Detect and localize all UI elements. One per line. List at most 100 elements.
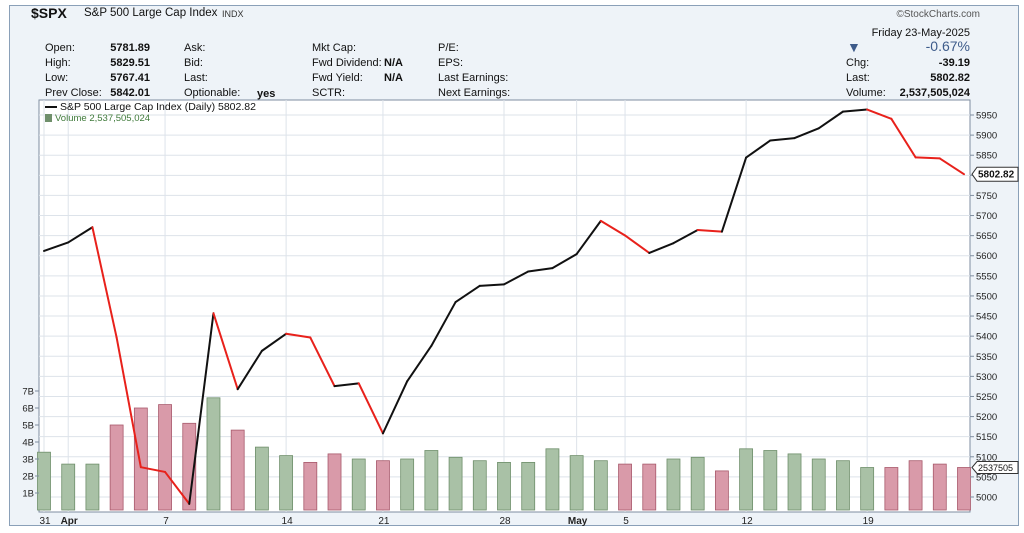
x-tick-label: 5 bbox=[623, 516, 629, 527]
price-segment bbox=[890, 117, 917, 159]
bid-label: Bid: bbox=[184, 57, 203, 69]
volume-bar bbox=[109, 424, 124, 511]
y-tick-label: 5600 bbox=[976, 251, 997, 262]
open-label: Open: bbox=[45, 42, 75, 54]
price-segment bbox=[599, 219, 627, 237]
last-volume-marker bbox=[971, 461, 1019, 474]
price-segment bbox=[236, 349, 263, 391]
price-segment bbox=[91, 226, 118, 339]
price-segment bbox=[551, 253, 578, 270]
optionable-value: yes bbox=[257, 88, 276, 100]
price-segment bbox=[769, 137, 796, 142]
y-tick-label: 5400 bbox=[976, 332, 997, 343]
price-segment bbox=[527, 267, 554, 273]
low-value: 5767.41 bbox=[110, 72, 150, 84]
y-tick-label: 5850 bbox=[976, 151, 997, 162]
volume-bar bbox=[85, 463, 100, 511]
volume-bar bbox=[182, 422, 197, 511]
x-tick-label: 21 bbox=[378, 516, 390, 527]
x-tick-label: 19 bbox=[863, 516, 875, 527]
price-segment bbox=[164, 470, 191, 505]
x-tick-label: 28 bbox=[499, 516, 511, 527]
x-tick-label: 7 bbox=[163, 516, 169, 527]
y-tick-label: 5200 bbox=[976, 412, 997, 423]
prevclose-value: 5842.01 bbox=[110, 87, 150, 99]
x-tick-label: 12 bbox=[742, 516, 754, 527]
volume-tick-label: 1B bbox=[22, 489, 34, 500]
volume-bar bbox=[303, 461, 318, 511]
volume-label: Volume: bbox=[846, 87, 886, 99]
exchange: INDX bbox=[222, 9, 244, 19]
y-tick-label: 5250 bbox=[976, 392, 997, 403]
volume-tick-label: 5B bbox=[22, 421, 34, 432]
price-segment bbox=[624, 234, 651, 254]
x-tick-label: 31 bbox=[39, 516, 51, 527]
volume-value: 2,537,505,024 bbox=[899, 87, 970, 99]
y-tick-label: 5500 bbox=[976, 291, 997, 302]
open-value: 5781.89 bbox=[110, 42, 150, 54]
price-segment bbox=[866, 108, 893, 120]
price-segment bbox=[478, 283, 505, 287]
y-tick-label: 5650 bbox=[976, 231, 997, 242]
price-segment bbox=[309, 336, 336, 388]
change-percent: -0.67% bbox=[925, 38, 970, 54]
symbol-name: S&P 500 Large Cap Index bbox=[84, 7, 218, 19]
volume-bar bbox=[497, 461, 511, 511]
price-segment bbox=[793, 127, 820, 140]
chg-value: -39.19 bbox=[938, 57, 970, 69]
volume-bar bbox=[133, 407, 148, 511]
last-label: Last: bbox=[184, 72, 208, 84]
fwdyield-label: Fwd Yield: bbox=[312, 72, 363, 84]
volume-bar bbox=[957, 467, 971, 511]
volume-tick-label: 2B bbox=[22, 472, 34, 483]
y-tick-label: 5300 bbox=[976, 372, 997, 383]
volume-bar bbox=[932, 463, 947, 511]
volume-tick-label: 6B bbox=[22, 404, 34, 415]
price-legend-swatch bbox=[45, 106, 57, 109]
last-value: 5802.82 bbox=[930, 72, 970, 84]
volume-bar bbox=[472, 460, 487, 511]
volume-bar bbox=[763, 450, 778, 511]
y-tick-label: 5000 bbox=[976, 493, 997, 504]
volume-bar bbox=[569, 455, 584, 511]
volume-bar bbox=[37, 451, 51, 511]
price-segment bbox=[696, 229, 723, 233]
price-segment bbox=[648, 242, 675, 254]
volume-bar bbox=[327, 453, 342, 511]
price-segment bbox=[938, 157, 965, 176]
volume-bar bbox=[448, 456, 463, 511]
pe-label: P/E: bbox=[438, 42, 459, 54]
volume-bar bbox=[836, 460, 850, 511]
brand-logo[interactable]: ©StockCharts.com bbox=[896, 9, 980, 20]
y-tick-label: 5350 bbox=[976, 352, 997, 363]
last-price-label: 5802.82 bbox=[978, 170, 1015, 181]
x-tick-label: May bbox=[568, 516, 588, 527]
volume-tick-label: 3B bbox=[22, 455, 34, 466]
fwddiv-value: N/A bbox=[384, 57, 403, 69]
y-tick-label: 5550 bbox=[976, 271, 997, 282]
volume-bar bbox=[884, 467, 899, 511]
last-price-marker bbox=[971, 166, 1019, 182]
x-tick-label: 14 bbox=[282, 516, 294, 527]
price-segment bbox=[333, 382, 360, 388]
volume-bar bbox=[400, 458, 415, 511]
volume-bar bbox=[618, 463, 632, 511]
volume-bar bbox=[206, 397, 221, 511]
price-segment bbox=[285, 332, 312, 339]
eps-label: EPS: bbox=[438, 57, 464, 69]
price-segment bbox=[139, 466, 167, 473]
price-legend: S&P 500 Large Cap Index (Daily) 5802.82 bbox=[45, 101, 256, 113]
price-segment bbox=[672, 229, 699, 245]
volume-bar bbox=[521, 461, 536, 511]
volume-bar bbox=[424, 450, 439, 511]
price-segment bbox=[115, 336, 142, 469]
price-segment bbox=[841, 108, 869, 113]
y-tick-label: 5150 bbox=[976, 432, 997, 443]
price-segment bbox=[575, 219, 602, 256]
price-segment bbox=[430, 301, 457, 347]
price-legend-text: S&P 500 Large Cap Index (Daily) 5802.82 bbox=[60, 101, 256, 113]
price-segment bbox=[260, 332, 288, 352]
y-tick-label: 5450 bbox=[976, 312, 997, 323]
volume-bar bbox=[254, 446, 269, 511]
